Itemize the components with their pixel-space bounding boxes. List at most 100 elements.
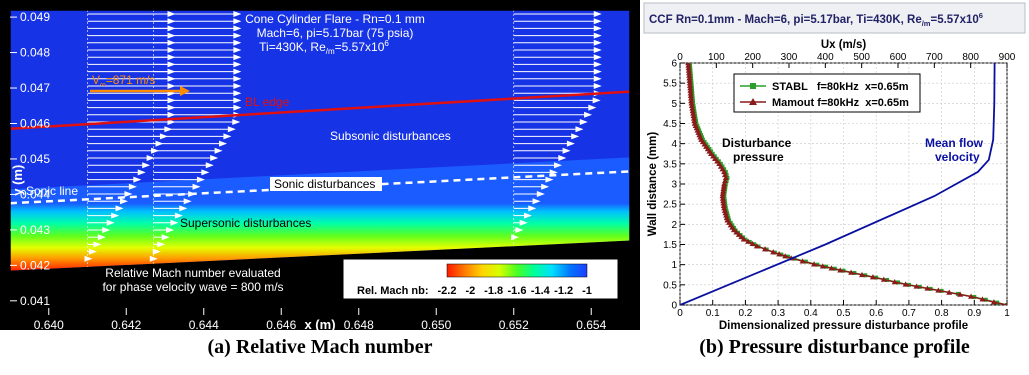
velocity-profiles [84, 10, 602, 267]
y-tick-label: 0.046 [20, 116, 50, 130]
x-tick-label: 0.652 [499, 318, 529, 332]
title-b-sub: /m [922, 19, 931, 28]
velocity-arrow [153, 205, 188, 212]
y-tick-label: 5 [671, 99, 677, 110]
velocity-arrow [153, 234, 170, 241]
velocity-arrow [87, 241, 102, 248]
note-line1: Relative Mach number evaluated [105, 266, 280, 280]
x-tick-label: 0.640 [34, 318, 64, 332]
velocity-arrow [513, 162, 563, 169]
panel-relative-mach: 0.640 0.642 0.644 0.646 0.648 0.650 0.652 0.654… [0, 0, 640, 332]
disturbance-pressure-label-1: Disturbance [722, 136, 792, 150]
velocity-arrow [153, 126, 236, 133]
title-b-val: =5.57x10 [930, 14, 978, 26]
velocity-arrow [153, 198, 192, 205]
colorbar-tick-label: -1.8 [484, 285, 503, 297]
colorbar-gradient [446, 263, 588, 278]
x-tick-label: 0.3 [771, 308, 785, 319]
series-point [979, 296, 986, 302]
velocity-arrow [513, 212, 532, 219]
series-point [770, 249, 777, 255]
x-tick-label: 0.2 [738, 308, 752, 319]
legend-label-mamout: Mamout f=80kHz x=0.65m [772, 97, 909, 109]
panel-a-axes: 0.640 0.642 0.644 0.646 0.648 0.650 0.652 0.654… [9, 9, 631, 332]
velocity-arrow [513, 83, 602, 89]
panel-b-axes: 0 0.1 0.2 0.3 0.4 0.5 0.6 0.7 0.8 0.9 1 0 100 200 300 4… [647, 39, 1016, 332]
x2-tick-label: 0 [677, 52, 683, 63]
x-tick-label: 0.646 [266, 318, 296, 332]
series-point [776, 251, 783, 257]
x-axis-label: Dimensionalized pressure disturbance pro… [719, 320, 968, 332]
panel-b-title: CCF Rn=0.1mm - Mach=6, pi=5.17bar, Ti=43… [649, 11, 983, 28]
velocity-arrow [153, 83, 242, 89]
series-point [749, 240, 756, 247]
series-point [762, 246, 769, 252]
panel-pressure-profile: CCF Rn=0.1mm - Mach=6, pi=5.17bar, Ti=43… [640, 0, 1029, 332]
bl-edge-label: BL edge [245, 95, 290, 109]
disturbance-pressure-label-2: pressure [733, 150, 784, 164]
velocity-arrow [153, 97, 242, 104]
colorbar-tick-label: -1.6 [508, 285, 527, 297]
velocity-arrow [153, 54, 242, 61]
panel-a-title-line1: Cone Cylinder Flare - Rn=0.1 mm [245, 12, 425, 26]
x2-tick-label: 500 [853, 52, 870, 63]
series-point [799, 258, 806, 264]
velocity-arrow [153, 169, 210, 176]
title-re-sub: /m [326, 47, 335, 56]
x2-tick-label: 900 [999, 52, 1016, 63]
series-point [685, 63, 692, 68]
panel-a-frame [9, 9, 631, 316]
panel-a-title-line3: Ti=430K, Re/m=5.57x106 [259, 39, 389, 56]
velocity-arrow [513, 133, 580, 140]
x-tick-label: 0.648 [344, 318, 374, 332]
colorbar-tick-label: -1.4 [531, 285, 551, 297]
vinf-sub: ∞ [100, 80, 106, 89]
x-tick-label: 0.1 [706, 308, 720, 319]
velocity-arrow [153, 11, 242, 17]
velocity-arrow [513, 227, 524, 233]
title-re-val: =5.57x10 [335, 40, 385, 54]
velocity-arrow [513, 25, 602, 32]
series-point [753, 243, 760, 249]
y-tick-label: 4 [671, 139, 677, 150]
velocity-arrow [153, 176, 205, 183]
velocity-arrow [513, 176, 554, 183]
x-tick-label: 0.9 [967, 308, 981, 319]
x2-tick-label: 300 [781, 52, 798, 63]
vinf-label: V∞=871 m/s [92, 73, 155, 89]
velocity-arrow [513, 54, 602, 61]
velocity-arrow [153, 68, 242, 75]
y-tick-label: 2.5 [663, 200, 677, 211]
velocity-arrow [153, 183, 201, 190]
velocity-arrow [153, 104, 242, 111]
x2-tick-label: 700 [926, 52, 943, 63]
velocity-arrow [513, 32, 602, 39]
velocity-arrow [513, 39, 602, 46]
series-point [935, 287, 942, 293]
legend-marker-mamout [749, 98, 757, 105]
velocity-arrow [87, 198, 129, 205]
series-point [957, 291, 964, 297]
sonic-label: Sonic disturbances [274, 177, 375, 191]
y-tick-label: 2 [671, 220, 677, 231]
series-point [717, 163, 724, 169]
velocity-arrow [87, 227, 111, 233]
velocity-arrow [87, 155, 155, 161]
mean-flow-label-1: Mean flow [925, 136, 984, 150]
velocity-arrow [153, 25, 242, 32]
series-point [819, 263, 826, 269]
velocity-arrow [513, 111, 593, 118]
series-point [913, 283, 920, 289]
x-axis-label: x (m) [304, 317, 335, 332]
series-point [745, 238, 752, 244]
colorbar-tick-label: -1.2 [554, 285, 573, 297]
subsonic-label: Subsonic disturbances [330, 129, 451, 143]
velocity-arrow [513, 68, 602, 75]
velocity-arrow [153, 227, 175, 233]
series-point [721, 168, 728, 175]
sonic-line [10, 170, 630, 205]
velocity-arrow [513, 183, 550, 190]
supersonic-label: Supersonic disturbances [180, 216, 311, 230]
velocity-arrow [153, 140, 228, 147]
velocity-arrow [153, 18, 242, 25]
